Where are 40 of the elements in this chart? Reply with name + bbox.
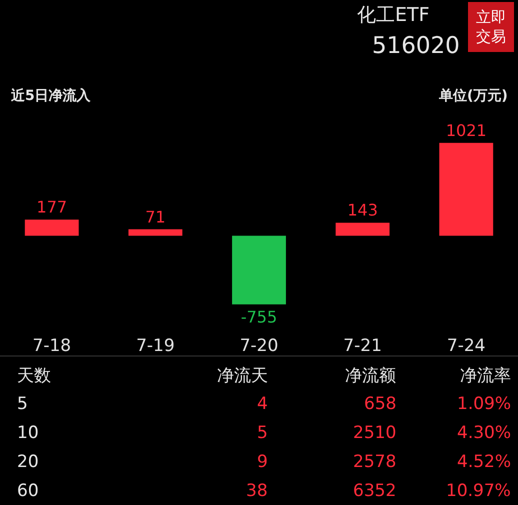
text: 化工ETF [357,4,430,26]
x-tick-label: 7-21 [343,336,382,356]
x-tick-label: 7-19 [136,336,175,356]
data-label: 1021 [446,120,487,140]
text: 5 [17,394,28,414]
text: 净流率 [460,366,511,386]
x-tick-label: 7-24 [446,336,486,356]
text: 净流额 [345,366,396,386]
data-label: 177 [36,198,68,217]
text: 516020 [372,33,460,59]
text: 1.09% [457,394,512,414]
data-label: -755 [240,307,278,326]
text: 10.97% [446,481,511,501]
text: 5 [257,423,268,443]
bar [232,236,286,304]
text: 4.52% [457,452,512,472]
text: 2578 [353,452,396,472]
data-label: 71 [145,207,166,226]
text: 658 [364,394,396,414]
text: 4.30% [457,423,512,443]
y-axis-title: 单位(万元) [438,88,508,104]
text: 2510 [353,423,396,443]
x-tick-label: 7-20 [240,336,278,356]
text: 4 [257,394,268,414]
text: 9 [257,452,268,472]
data-label: 143 [347,200,378,220]
bar [128,229,182,236]
chart-title: 近5日净流入 [10,87,92,104]
text: 净流天 [217,366,268,386]
text: 立即交易 [476,8,506,46]
text: 38 [246,481,268,501]
text: 20 [17,452,39,472]
bar [439,142,494,236]
x-tick-label: 7-18 [32,336,72,356]
text: 10 [17,423,39,443]
bar [24,220,79,236]
text: 60 [17,481,39,501]
text: 6352 [353,481,396,501]
text: 天数 [17,366,51,386]
bar [336,222,390,236]
